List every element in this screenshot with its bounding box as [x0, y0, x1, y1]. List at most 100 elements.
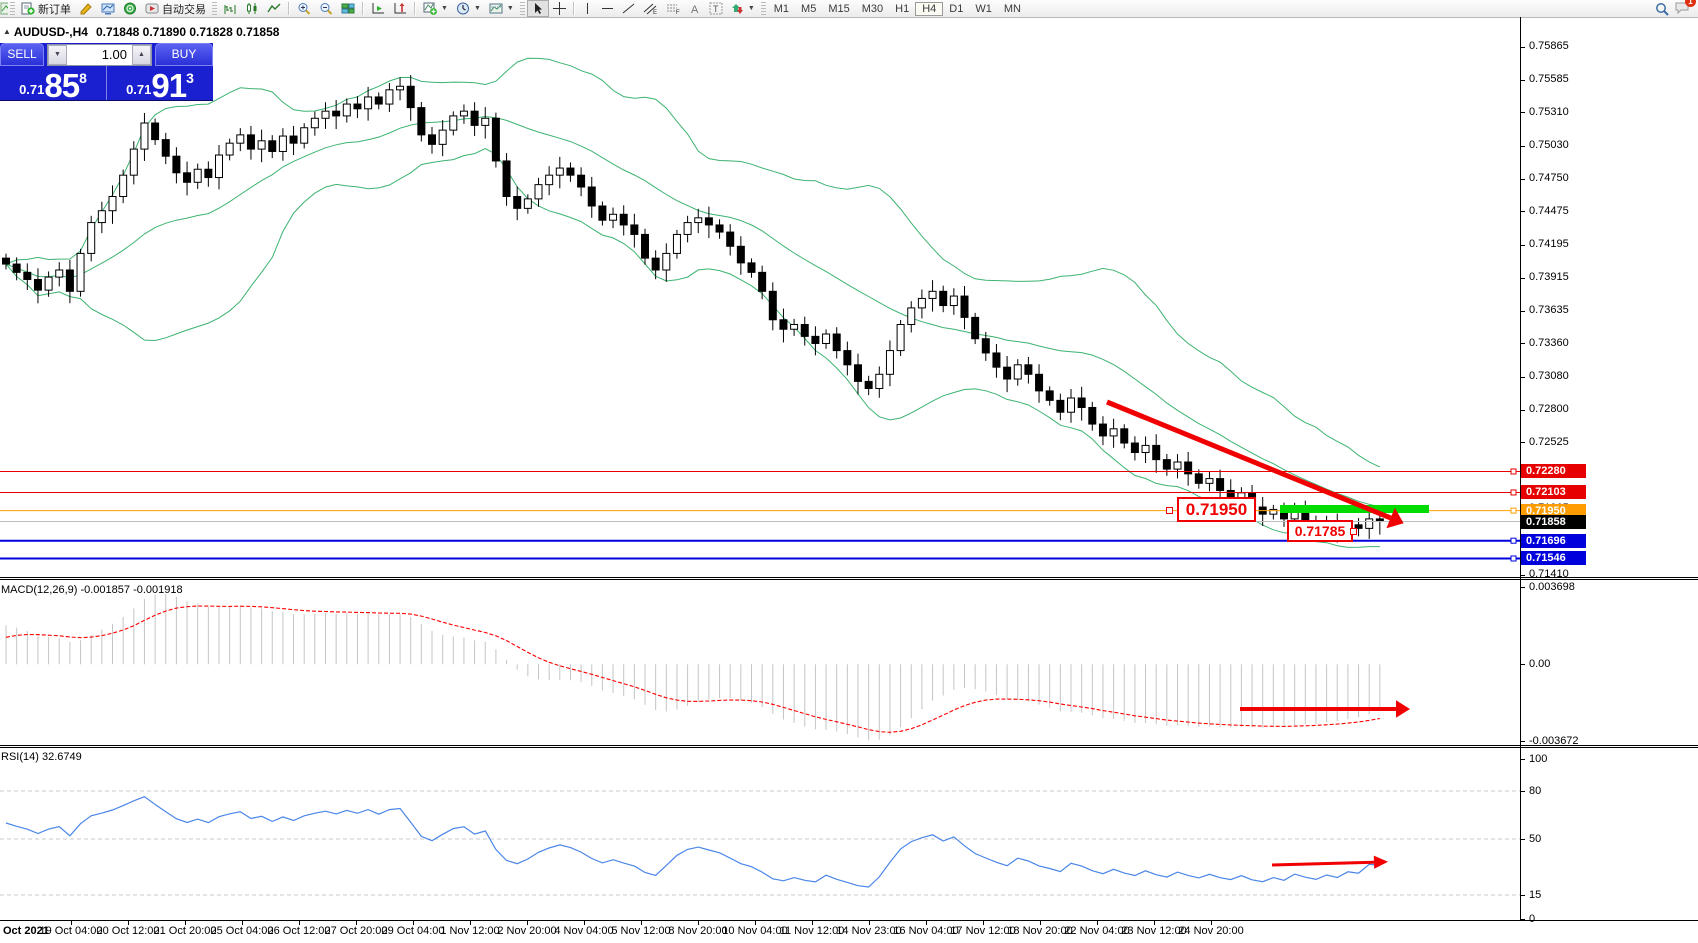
price-tick-mark: [1521, 311, 1525, 312]
clipped-window-icon[interactable]: [0, 1, 8, 16]
terminal-button[interactable]: [97, 1, 119, 16]
volume-increase-button[interactable]: ▲: [132, 45, 151, 65]
text-label-tool[interactable]: T: [705, 1, 727, 16]
timeframe-button-W1[interactable]: W1: [975, 2, 992, 15]
annotation-anchor[interactable]: [1350, 528, 1357, 535]
volume-decrease-button[interactable]: ▼: [48, 45, 67, 65]
time-tick-mark: [698, 921, 699, 925]
zoom-in-button[interactable]: [293, 1, 315, 16]
trendline-tool[interactable]: [618, 1, 639, 16]
zoom-out-button[interactable]: [315, 1, 337, 16]
trendline-arrow-head[interactable]: [1386, 507, 1404, 529]
timeframe-button-D1[interactable]: D1: [949, 2, 964, 15]
timeframe-button-M15[interactable]: M15: [828, 2, 850, 15]
line-handle[interactable]: [1510, 468, 1517, 475]
crosshair-tool-button[interactable]: [549, 1, 570, 16]
candlestick: [76, 252, 85, 292]
candlestick: [598, 205, 607, 221]
candlestick: [694, 217, 703, 224]
strategy-tester-button[interactable]: [119, 1, 141, 16]
candlestick: [864, 380, 873, 390]
templates-button[interactable]: ▼: [485, 1, 518, 16]
timeframe-button-H4[interactable]: H4: [915, 1, 944, 16]
timeframe-button-MN[interactable]: MN: [1003, 2, 1021, 15]
arrows-tool[interactable]: ▼: [727, 1, 759, 16]
timeframe-button-H1[interactable]: H1: [895, 2, 910, 15]
indicators-button[interactable]: ▼: [419, 1, 452, 16]
search-icon[interactable]: [1655, 2, 1669, 16]
autotrading-button[interactable]: 自动交易: [141, 1, 210, 16]
timeframe-button-M1[interactable]: M1: [773, 2, 790, 15]
line-handle[interactable]: [1510, 507, 1517, 514]
candlestick-chart-button[interactable]: [241, 1, 263, 16]
candlestick: [459, 110, 468, 117]
rsi-arrow-head[interactable]: [1373, 855, 1388, 869]
new-order-button[interactable]: 新订单: [17, 1, 75, 16]
periods-button[interactable]: ▼: [452, 1, 485, 16]
chart-window-mini-icon: ▲: [3, 27, 11, 36]
line-chart-button[interactable]: [263, 1, 285, 16]
rsi-arrow[interactable]: [1271, 860, 1375, 867]
time-axis-label: 10 Nov 04:00: [722, 925, 788, 937]
candlestick: [1098, 423, 1107, 437]
fibonacci-tool[interactable]: F: [662, 1, 685, 16]
new-order-label: 新订单: [38, 3, 71, 16]
sell-price[interactable]: 0.71858: [0, 66, 106, 104]
timeframe-button-M30[interactable]: M30: [861, 2, 884, 15]
rsi-tick-label: 0: [1529, 913, 1536, 925]
time-axis-label: 11 Nov 12:00: [779, 925, 845, 937]
toolbar-grip[interactable]: [212, 2, 217, 15]
candlestick: [1152, 444, 1161, 461]
buy-price[interactable]: 0.71913: [107, 66, 213, 104]
candlestick: [534, 184, 543, 200]
bollinger-lower-band: [5, 147, 1380, 548]
time-axis-label: 23 Nov 12:00: [1121, 925, 1187, 937]
horizontal-line-tool[interactable]: [597, 1, 618, 16]
rsi-tick-label: 50: [1529, 833, 1542, 845]
time-axis-label: 22 Nov 04:00: [1064, 925, 1130, 937]
time-axis-label: 27 Oct 20:00: [324, 925, 388, 937]
toolbar-grip[interactable]: [519, 2, 525, 15]
price-annotation-box-71785[interactable]: 0.71785: [1287, 520, 1353, 542]
bar-chart-button[interactable]: [219, 1, 241, 16]
metaeditor-button[interactable]: [75, 1, 97, 16]
support-level-bar[interactable]: [1280, 505, 1429, 513]
notifications-button[interactable]: 1: [1675, 0, 1696, 17]
sell-button[interactable]: SELL: [0, 43, 44, 66]
autotrading-label: 自动交易: [162, 3, 206, 16]
chart-shift-button[interactable]: [389, 1, 411, 16]
cursor-tool-button[interactable]: [526, 0, 549, 17]
auto-scroll-button[interactable]: [367, 1, 389, 16]
candlestick: [1354, 524, 1363, 529]
candlestick: [1067, 397, 1075, 413]
rsi-tick-label: 100: [1529, 753, 1548, 765]
time-tick-mark: [128, 921, 129, 925]
candlestick: [278, 135, 287, 152]
macd-arrow-head[interactable]: [1396, 700, 1410, 718]
vertical-line-tool[interactable]: [578, 1, 597, 16]
candlestick: [129, 148, 138, 176]
line-handle[interactable]: [1510, 555, 1517, 562]
line-handle[interactable]: [1510, 489, 1517, 496]
annotation-anchor[interactable]: [1166, 507, 1173, 514]
timeframe-button-M5[interactable]: M5: [801, 2, 817, 15]
rsi-line: [5, 796, 1380, 888]
candlestick: [832, 333, 841, 352]
candlestick: [1035, 373, 1044, 392]
buy-button[interactable]: BUY: [155, 43, 213, 66]
symbol-info-line: ▲ AUDUSD-,H4 0.71848 0.71890 0.71828 0.718…: [3, 25, 279, 39]
candlestick: [662, 252, 671, 271]
candlestick: [768, 290, 777, 321]
tile-windows-button[interactable]: [337, 1, 359, 16]
toolbar-grip[interactable]: [760, 2, 766, 15]
price-annotation-box-71950[interactable]: 0.71950: [1177, 497, 1256, 522]
text-tool[interactable]: A: [685, 1, 705, 16]
toolbar-grip[interactable]: [10, 2, 15, 15]
metaeditor-icon: [80, 3, 92, 15]
chart-canvas[interactable]: [0, 17, 1698, 943]
volume-input[interactable]: 1.00: [101, 47, 127, 62]
rsi-label: RSI(14) 32.6749: [1, 751, 82, 763]
line-handle[interactable]: [1510, 537, 1517, 544]
equidistant-channel-tool[interactable]: E: [639, 1, 662, 16]
trendline-arrow[interactable]: [1106, 399, 1392, 521]
